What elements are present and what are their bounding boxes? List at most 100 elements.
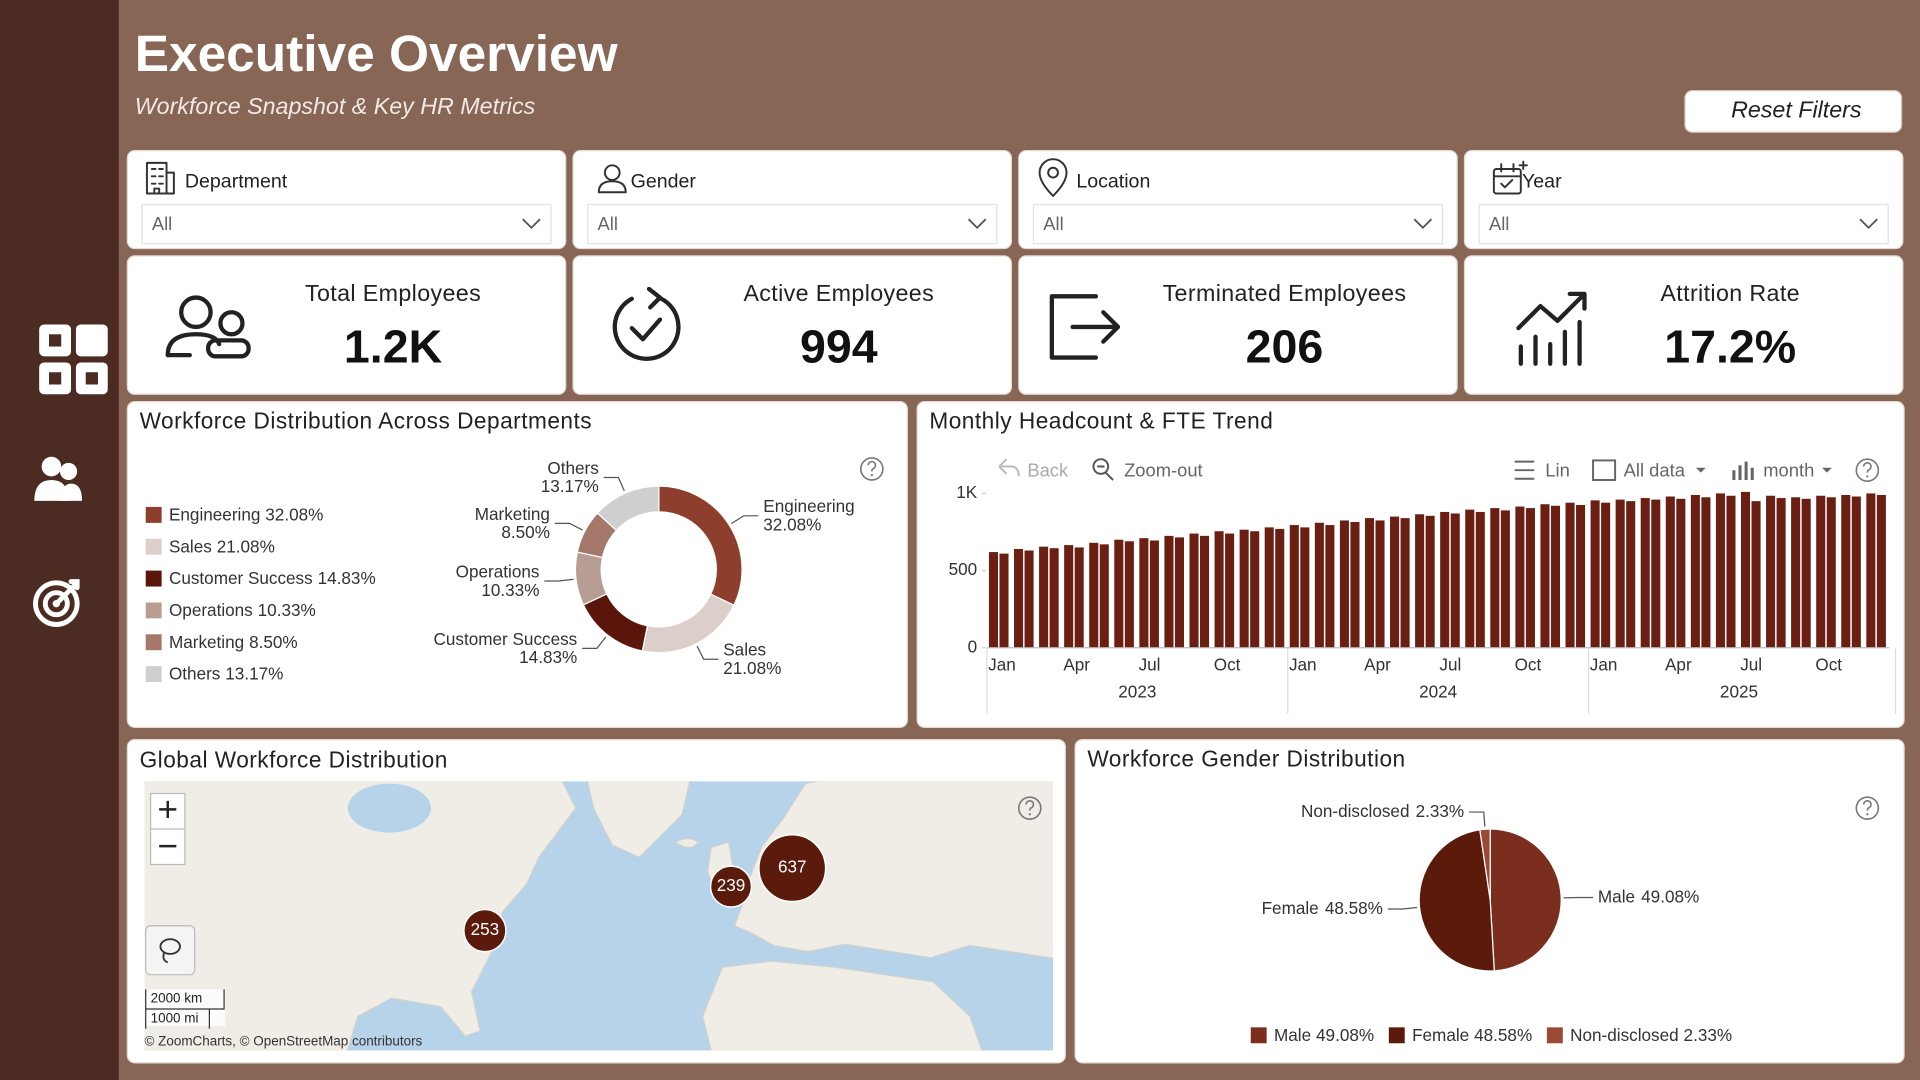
back-button[interactable]: Back — [998, 458, 1069, 480]
map-bubbles: 253 239 637 — [463, 834, 827, 953]
bar — [1465, 509, 1475, 648]
filter-dropdown[interactable]: All — [587, 203, 998, 245]
range-caret[interactable] — [1695, 467, 1706, 473]
help-mark[interactable] — [867, 460, 877, 472]
period-button[interactable]: month — [1732, 459, 1832, 480]
scale-label[interactable]: Lin — [1545, 459, 1570, 480]
bar — [1550, 505, 1561, 648]
bar — [1490, 508, 1500, 648]
y-tick-label: 0 — [968, 636, 978, 656]
help-icon[interactable] — [860, 457, 884, 481]
map[interactable] — [135, 771, 1066, 1065]
zoom-out-button[interactable]: Zoom-out — [1092, 458, 1203, 481]
reset-filters-button[interactable]: Reset Filters — [1684, 90, 1903, 133]
filter-dropdown[interactable]: All — [1478, 203, 1889, 245]
map-bubble[interactable] — [709, 865, 753, 908]
lasso-button[interactable] — [145, 925, 196, 976]
bar — [1816, 495, 1826, 648]
range-label[interactable]: All data — [1624, 459, 1686, 480]
nav-people[interactable] — [34, 456, 83, 501]
bar — [1390, 516, 1400, 648]
bubble-label[interactable]: 253 — [471, 919, 500, 939]
bar — [1565, 502, 1575, 648]
help-mark[interactable] — [1862, 462, 1872, 473]
dropdown-chevron[interactable] — [967, 218, 987, 230]
bar — [1715, 493, 1725, 648]
dropdown-value[interactable]: All — [1489, 213, 1509, 234]
dropdown-chevron[interactable] — [1859, 218, 1878, 230]
scale-button[interactable]: Lin — [1514, 459, 1570, 480]
period-caret[interactable] — [1822, 467, 1832, 473]
range-icon[interactable] — [1592, 459, 1617, 481]
nav-goals[interactable] — [33, 579, 80, 627]
nav-overview[interactable] — [39, 324, 108, 395]
bar — [1576, 504, 1586, 648]
legend-entry: Male 49.08% — [1274, 1024, 1374, 1044]
bar — [1350, 521, 1360, 648]
dropdown-value[interactable]: All — [152, 213, 172, 234]
data-label: Customer Success 14.83% — [434, 628, 578, 666]
bar — [1174, 537, 1185, 648]
help-dot[interactable] — [1866, 813, 1869, 816]
zoom-icon-detail[interactable] — [1097, 465, 1114, 481]
filter-dropdown[interactable]: All — [141, 203, 552, 245]
filter-dropdown[interactable]: All — [1032, 203, 1444, 245]
leader-line — [544, 578, 574, 582]
dropdown-box[interactable] — [141, 203, 552, 245]
back-label[interactable]: Back — [1027, 459, 1069, 480]
help-dot[interactable] — [1028, 813, 1031, 816]
help-circle[interactable] — [1017, 796, 1042, 820]
period-label[interactable]: month — [1763, 459, 1814, 480]
dropdown-chevron[interactable] — [522, 218, 541, 230]
dropdown-box[interactable] — [1032, 203, 1444, 245]
filter-label: Gender — [631, 171, 697, 193]
help-mark[interactable] — [1862, 799, 1872, 811]
range-button[interactable]: All data — [1592, 459, 1706, 481]
help-circle[interactable] — [860, 457, 884, 481]
bar — [1314, 522, 1324, 648]
bar — [1726, 495, 1736, 648]
period-icon[interactable] — [1732, 461, 1754, 480]
legend-name: Others — [169, 663, 220, 683]
help-icon[interactable] — [1017, 796, 1042, 820]
help-circle[interactable] — [1855, 796, 1880, 820]
help-icon[interactable] — [1855, 796, 1880, 820]
lasso-frame[interactable] — [145, 925, 196, 976]
zoom-in[interactable] — [159, 800, 177, 818]
x-group-label: 2024 — [1419, 682, 1458, 702]
zoom-icon[interactable] — [1092, 458, 1110, 475]
filter-label: Location — [1076, 171, 1150, 193]
button-label[interactable]: Reset Filters — [1731, 97, 1862, 123]
scale-icon[interactable] — [1514, 460, 1535, 480]
dropdown-value[interactable]: All — [598, 213, 618, 234]
map-bubble[interactable] — [758, 834, 827, 903]
help-circle[interactable] — [1855, 458, 1880, 483]
zoom-out-label[interactable]: Zoom-out — [1124, 459, 1203, 480]
bubble-label[interactable]: 239 — [717, 875, 746, 895]
help-mark[interactable] — [1025, 799, 1035, 811]
lasso-tail[interactable] — [162, 952, 169, 964]
kpi-label: Terminated Employees — [1163, 280, 1407, 306]
button-frame[interactable] — [1684, 90, 1903, 133]
label-name: Non-disclosed — [1301, 801, 1410, 821]
bar — [1515, 506, 1525, 648]
bubble-label[interactable]: 637 — [778, 857, 807, 877]
dropdown-value[interactable]: All — [1043, 213, 1063, 234]
bar — [1039, 546, 1049, 648]
map-bubble[interactable] — [463, 908, 507, 953]
dropdown-chevron[interactable] — [1413, 218, 1433, 230]
dropdown-box[interactable] — [587, 203, 998, 245]
help-dot[interactable] — [870, 474, 873, 477]
data-label: Female 48.58% — [1262, 898, 1383, 918]
legend-value: 8.50% — [249, 631, 298, 651]
label-name: Operations — [456, 561, 540, 581]
data-label: Sales 21.08% — [723, 639, 781, 677]
help-dot[interactable] — [1866, 475, 1869, 478]
lasso-icon[interactable] — [159, 938, 181, 955]
content: Back Zoom-out Lin All data month — [135, 171, 1897, 1065]
dropdown-box[interactable] — [1478, 203, 1889, 245]
leader-line — [1387, 906, 1418, 910]
help-icon[interactable] — [1855, 458, 1880, 483]
legend-value: 14.83% — [318, 568, 376, 588]
back-icon[interactable] — [998, 458, 1020, 477]
